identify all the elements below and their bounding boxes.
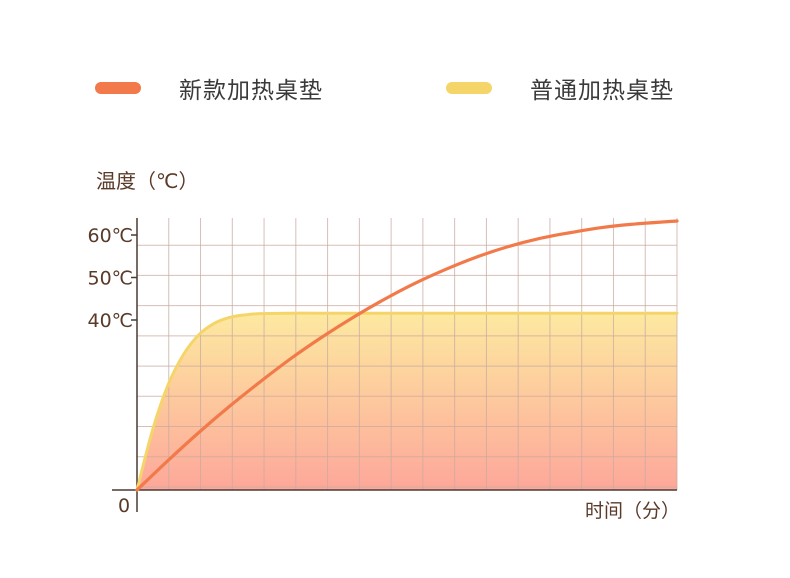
legend-item-normal: 普通加热桌垫 <box>446 70 674 106</box>
area-layer <box>137 313 677 490</box>
legend-swatch-normal <box>446 82 492 94</box>
legend-item-new: 新款加热桌垫 <box>95 70 323 106</box>
y-ticks: 40℃ 50℃ 60℃ <box>87 225 137 332</box>
legend: 新款加热桌垫 普通加热桌垫 <box>0 0 790 130</box>
origin-label: 0 <box>118 495 130 517</box>
line-new-series <box>135 219 679 492</box>
x-axis-title: 时间（分） <box>585 500 680 522</box>
legend-label-normal: 普通加热桌垫 <box>530 78 674 104</box>
y-tick-label: 50℃ <box>87 268 133 290</box>
y-tick-label: 60℃ <box>87 225 133 247</box>
line-normal-series <box>135 311 679 492</box>
axes <box>112 218 677 512</box>
y-tick-label: 40℃ <box>87 310 133 332</box>
y-axis-title: 温度（℃） <box>96 169 198 193</box>
area-normal <box>137 313 677 490</box>
legend-swatch-new <box>95 82 141 94</box>
legend-label-new: 新款加热桌垫 <box>179 78 323 104</box>
series-lines <box>135 219 679 492</box>
